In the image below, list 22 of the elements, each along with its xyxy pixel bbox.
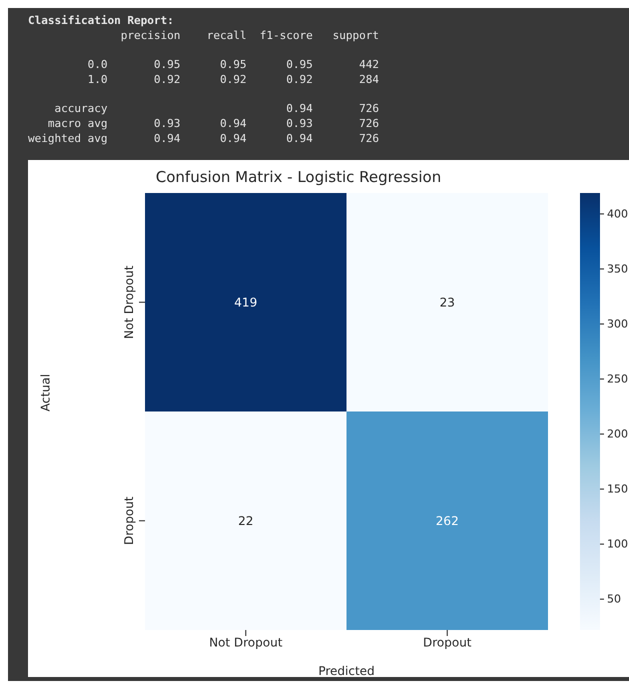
y-axis-title: Actual — [38, 374, 52, 412]
x-axis-title: Predicted — [318, 664, 375, 678]
color-bar-label: 200 — [607, 428, 628, 441]
color-bar-label: 400 — [607, 207, 628, 220]
text: precision recall f1-score support — [120, 29, 380, 42]
data-label: 419 — [234, 295, 258, 310]
chart-title: Confusion Matrix - Logistic Regression — [154, 168, 442, 186]
text: accuracy 0.94 726 — [53, 102, 380, 115]
color-bar-label: 300 — [607, 317, 628, 330]
text: 1.0 0.92 0.92 0.92 284 — [86, 73, 380, 86]
data-label: 23 — [440, 295, 455, 310]
text: weighted avg 0.94 0.94 0.94 726 — [28, 132, 380, 145]
data-label: 262 — [436, 514, 459, 528]
text: 0.0 0.95 0.95 0.95 442 — [86, 58, 380, 71]
text: macro avg 0.93 0.94 0.93 726 — [46, 117, 380, 130]
color-bar-label: 50 — [607, 592, 621, 606]
color-bar-label: 250 — [607, 372, 628, 386]
color-bar-label: 100 — [607, 538, 628, 551]
color-bar-label: 150 — [607, 482, 628, 496]
text: Classification Report: — [28, 14, 175, 27]
data-label: 22 — [238, 514, 254, 528]
color-bar-label: 350 — [607, 262, 628, 276]
